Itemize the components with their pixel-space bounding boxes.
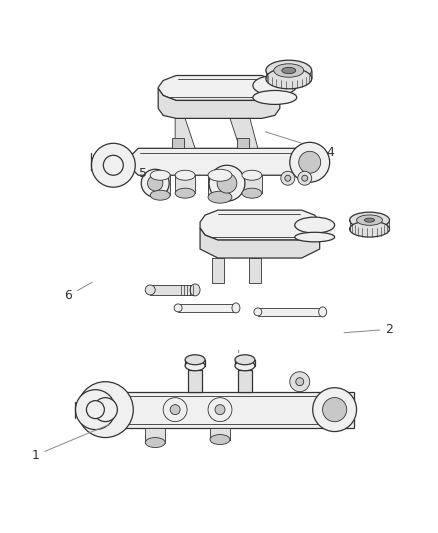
Polygon shape: [208, 175, 232, 197]
Polygon shape: [253, 85, 297, 98]
Ellipse shape: [364, 218, 374, 222]
Polygon shape: [158, 76, 280, 100]
Polygon shape: [178, 304, 236, 312]
Ellipse shape: [103, 155, 124, 175]
Ellipse shape: [295, 217, 335, 233]
Polygon shape: [238, 370, 252, 392]
Ellipse shape: [75, 390, 115, 430]
Ellipse shape: [290, 372, 310, 392]
Ellipse shape: [174, 304, 182, 312]
Polygon shape: [188, 370, 202, 392]
Ellipse shape: [242, 188, 262, 198]
Ellipse shape: [208, 169, 232, 181]
Ellipse shape: [148, 175, 163, 191]
Ellipse shape: [163, 398, 187, 422]
Ellipse shape: [254, 308, 262, 316]
Ellipse shape: [266, 68, 312, 89]
Polygon shape: [145, 427, 165, 442]
Ellipse shape: [295, 232, 335, 242]
Ellipse shape: [235, 355, 255, 365]
Ellipse shape: [298, 171, 312, 185]
Polygon shape: [230, 118, 258, 148]
Polygon shape: [200, 228, 320, 258]
Ellipse shape: [350, 212, 389, 228]
Ellipse shape: [285, 175, 291, 181]
Ellipse shape: [350, 221, 389, 237]
Ellipse shape: [274, 64, 304, 77]
Text: 3: 3: [235, 350, 243, 372]
Text: 4: 4: [265, 132, 334, 159]
Polygon shape: [110, 392, 330, 427]
Ellipse shape: [190, 284, 200, 296]
Ellipse shape: [209, 165, 245, 201]
Polygon shape: [310, 152, 327, 171]
Ellipse shape: [319, 307, 327, 317]
Ellipse shape: [145, 285, 155, 295]
Ellipse shape: [86, 401, 104, 418]
Ellipse shape: [299, 151, 321, 173]
Ellipse shape: [217, 173, 237, 193]
Polygon shape: [112, 402, 113, 417]
Polygon shape: [242, 175, 262, 193]
Polygon shape: [210, 427, 230, 440]
Polygon shape: [175, 175, 195, 193]
Ellipse shape: [322, 398, 347, 422]
Ellipse shape: [235, 361, 255, 371]
Text: 6: 6: [64, 282, 92, 302]
Ellipse shape: [185, 355, 205, 365]
Polygon shape: [158, 88, 280, 118]
Polygon shape: [350, 220, 389, 229]
Polygon shape: [175, 118, 195, 148]
Polygon shape: [150, 285, 195, 295]
Polygon shape: [249, 258, 261, 283]
Polygon shape: [212, 258, 224, 283]
Polygon shape: [185, 360, 205, 366]
Polygon shape: [237, 139, 249, 148]
Ellipse shape: [175, 170, 195, 180]
Ellipse shape: [170, 405, 180, 415]
Ellipse shape: [296, 378, 304, 386]
Ellipse shape: [253, 91, 297, 104]
Ellipse shape: [145, 438, 165, 448]
Polygon shape: [258, 308, 323, 316]
Ellipse shape: [208, 398, 232, 422]
Polygon shape: [150, 175, 170, 195]
Ellipse shape: [150, 190, 170, 200]
Ellipse shape: [185, 361, 205, 371]
Ellipse shape: [253, 76, 297, 95]
Ellipse shape: [281, 171, 295, 185]
Ellipse shape: [175, 188, 195, 198]
Ellipse shape: [282, 67, 296, 74]
Ellipse shape: [357, 215, 382, 225]
Ellipse shape: [290, 142, 330, 182]
Text: 1: 1: [32, 424, 110, 462]
Ellipse shape: [215, 405, 225, 415]
Ellipse shape: [232, 303, 240, 313]
Polygon shape: [130, 148, 310, 175]
Polygon shape: [172, 139, 184, 148]
Ellipse shape: [141, 169, 169, 197]
Polygon shape: [235, 360, 255, 366]
Polygon shape: [330, 392, 353, 427]
Ellipse shape: [150, 170, 170, 180]
Polygon shape: [200, 210, 320, 240]
Ellipse shape: [208, 191, 232, 203]
Ellipse shape: [92, 143, 135, 187]
Polygon shape: [266, 70, 312, 78]
Ellipse shape: [93, 398, 117, 422]
Ellipse shape: [210, 434, 230, 445]
Text: 5: 5: [138, 167, 155, 180]
Ellipse shape: [242, 170, 262, 180]
Ellipse shape: [78, 382, 133, 438]
Ellipse shape: [266, 60, 312, 81]
Text: 2: 2: [344, 322, 393, 336]
Ellipse shape: [302, 175, 308, 181]
Polygon shape: [130, 154, 135, 170]
Ellipse shape: [313, 387, 357, 432]
Polygon shape: [295, 225, 335, 237]
